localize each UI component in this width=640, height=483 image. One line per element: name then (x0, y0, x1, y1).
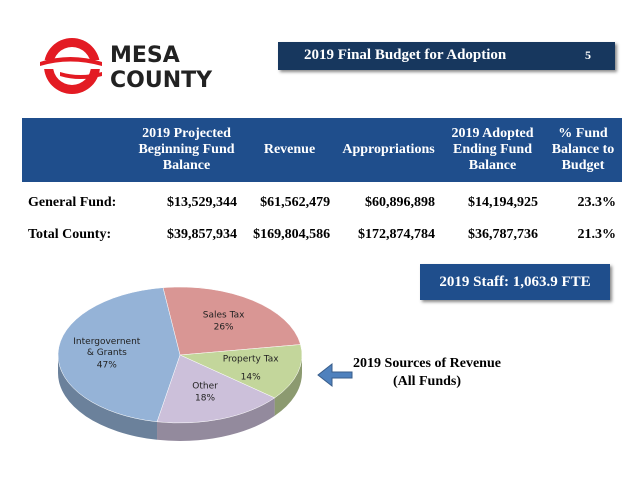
logo-text: MESA (110, 43, 180, 68)
cell: General Fund: (28, 195, 117, 210)
slice-side (58, 355, 158, 440)
slice-value: 14% (240, 372, 261, 383)
budget-table: 2019 Projected Beginning Fund Balance Re… (22, 118, 622, 246)
column-header (22, 118, 130, 182)
cell: $39,857,934 (167, 227, 237, 242)
slice-label: Property Tax (222, 354, 279, 365)
cell: 23.3% (577, 195, 617, 210)
page-number: 5 (585, 48, 591, 62)
pie-chart (57, 286, 303, 441)
cell: $60,896,898 (365, 195, 435, 210)
column-header: % Fund Balance to Budget (544, 118, 622, 182)
column-header: 2019 Projected Beginning Fund Balance (130, 118, 243, 182)
slice (179, 344, 303, 399)
column-header: Appropriations (336, 118, 441, 182)
cell: $13,529,344 (167, 195, 237, 210)
row: Total County: $39,857,934 $169,804,586 $… (22, 214, 622, 246)
slice-label: Sales Tax (202, 310, 245, 321)
cell: $14,194,925 (468, 195, 538, 210)
title-bar: 2019 Final Budget for Adoption 5 (278, 42, 615, 70)
slice-value: 18% (195, 393, 216, 404)
header-row: 2019 Projected Beginning Fund Balance Re… (22, 118, 622, 182)
column-header: Revenue (243, 118, 337, 182)
cell: Total County: (28, 227, 112, 242)
slice-side (274, 355, 302, 416)
cell: $61,562,479 (260, 195, 331, 210)
title: 2019 Final Budget for Adoption (304, 47, 507, 63)
logo-mark (40, 38, 102, 94)
cell: $172,874,784 (358, 227, 435, 242)
slice (162, 286, 301, 356)
callout-line: (All Funds) (392, 374, 462, 389)
cell: $36,787,736 (468, 227, 538, 242)
column-header: 2019 Adopted Ending Fund Balance (441, 118, 544, 182)
row: General Fund: $13,529,344 $61,562,479 $6… (22, 182, 622, 214)
slice-label: Intergovernent & Grants (73, 336, 141, 358)
slice (156, 354, 276, 424)
slice (57, 287, 181, 423)
cell: 21.3% (577, 227, 617, 242)
staff-box: 2019 Staff: 1,063.9 FTE (420, 264, 610, 300)
slice-value: 26% (213, 322, 234, 333)
slice-side (157, 397, 275, 441)
callout-line: 2019 Sources of Revenue (353, 356, 501, 371)
slice-label: Other (192, 381, 218, 392)
callout: 2019 Sources of Revenue (All Funds) (352, 355, 502, 391)
cell: $169,804,586 (253, 227, 331, 242)
arrow (317, 362, 353, 388)
slice-value: 47% (96, 360, 117, 371)
logo-text: COUNTY (110, 68, 213, 93)
